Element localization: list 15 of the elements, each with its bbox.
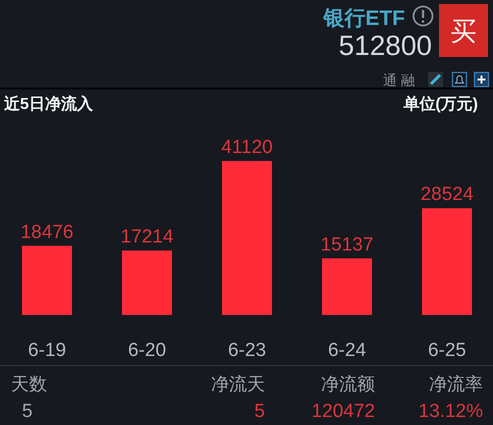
- annotation: 买: [450, 16, 476, 46]
- ylabel: 单位(万元): [403, 96, 478, 113]
- annotation: 5: [22, 401, 33, 422]
- annotation: 5: [254, 401, 265, 422]
- annotation: 净流率: [429, 374, 483, 394]
- annotation: 融: [401, 72, 415, 88]
- title: 近5日净流入: [4, 96, 93, 113]
- annotation: 天数: [11, 374, 47, 394]
- annotation: 120472: [312, 401, 375, 422]
- annotation: 13.12%: [418, 401, 483, 422]
- annotation: 银行ETF: [323, 7, 405, 30]
- annotation: 通: [383, 72, 397, 88]
- annotation: 净流天: [211, 374, 265, 394]
- annotation: 净流额: [321, 374, 375, 394]
- annotation: 512800: [338, 30, 432, 61]
